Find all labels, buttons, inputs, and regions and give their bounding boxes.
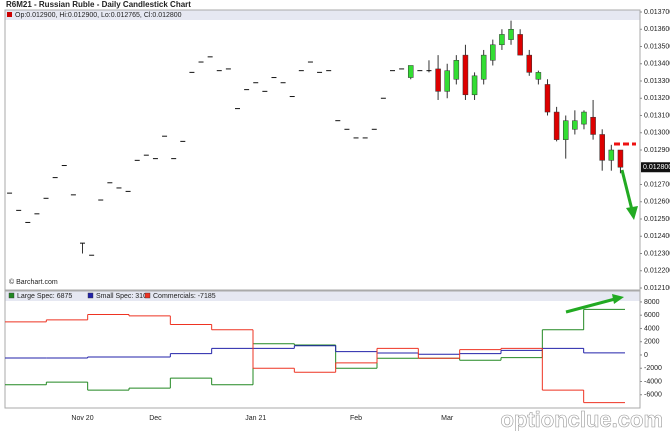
legend-band [5, 291, 640, 301]
legend-label: Commercials: -7185 [153, 293, 216, 300]
candle-body [553, 111, 560, 140]
candle-body [599, 134, 605, 161]
x-tick-label: Jan 21 [245, 415, 266, 422]
chart-title: R6M21 - Russian Ruble - Daily Candlestic… [6, 0, 191, 9]
y-tick-label: 0.012100 [644, 285, 670, 292]
candle-body [617, 149, 624, 168]
x-tick-label: Mar [441, 415, 454, 422]
y-tick-label: -6000 [644, 392, 662, 399]
y-tick-label: 0 [644, 352, 648, 359]
legend-label: Large Spec: 6875 [17, 293, 72, 300]
last-price-label: 0.012800 [643, 164, 670, 171]
price-panel [4, 9, 641, 291]
y-tick-label: 4000 [644, 325, 660, 332]
y-tick-label: 8000 [644, 299, 660, 306]
candle-body [453, 60, 460, 80]
legend-label: Small Spec: 310 [96, 293, 147, 300]
candle-body [535, 72, 542, 80]
annotation-arrows [565, 169, 638, 314]
candle-body [572, 120, 578, 130]
legend-swatch [87, 292, 94, 299]
legend-swatch [7, 12, 12, 17]
candle-body [590, 116, 596, 135]
y-tick-label: 0.012900 [644, 147, 670, 154]
candle-body [526, 54, 533, 73]
candle-body [517, 34, 523, 56]
candle-body [444, 70, 450, 92]
x-tick-label: Dec [149, 415, 162, 422]
x-tick-label: Nov 20 [71, 415, 93, 422]
source: © Barchart.com [9, 278, 58, 286]
cot-panel [4, 290, 641, 409]
candle-body [508, 29, 514, 40]
x-tick-label: Feb [350, 415, 362, 422]
watermark: optionclue.com [500, 407, 663, 431]
legend-swatch [144, 292, 151, 299]
candle-body [471, 75, 478, 96]
candle-body [435, 68, 441, 92]
y-tick-label: -2000 [644, 365, 662, 372]
y-tick-label: -4000 [644, 378, 662, 385]
legend-band [5, 10, 640, 20]
ohlc-legend: Op:0.012900, Hi:0.012900, Lo:0.012765, C… [15, 12, 182, 19]
last-price-box [641, 162, 670, 173]
candle-body [608, 149, 615, 161]
y-tick-label: 6000 [644, 312, 660, 319]
candle-body [544, 84, 551, 113]
candle-body [490, 44, 496, 61]
candle-body [480, 54, 487, 80]
candle-body [562, 120, 569, 140]
y-tick-label: 2000 [644, 339, 660, 346]
candle-body [581, 111, 587, 125]
legend-swatch [8, 292, 15, 299]
candle-body [407, 65, 414, 78]
candle-body [499, 34, 505, 46]
candle-body [462, 54, 469, 96]
